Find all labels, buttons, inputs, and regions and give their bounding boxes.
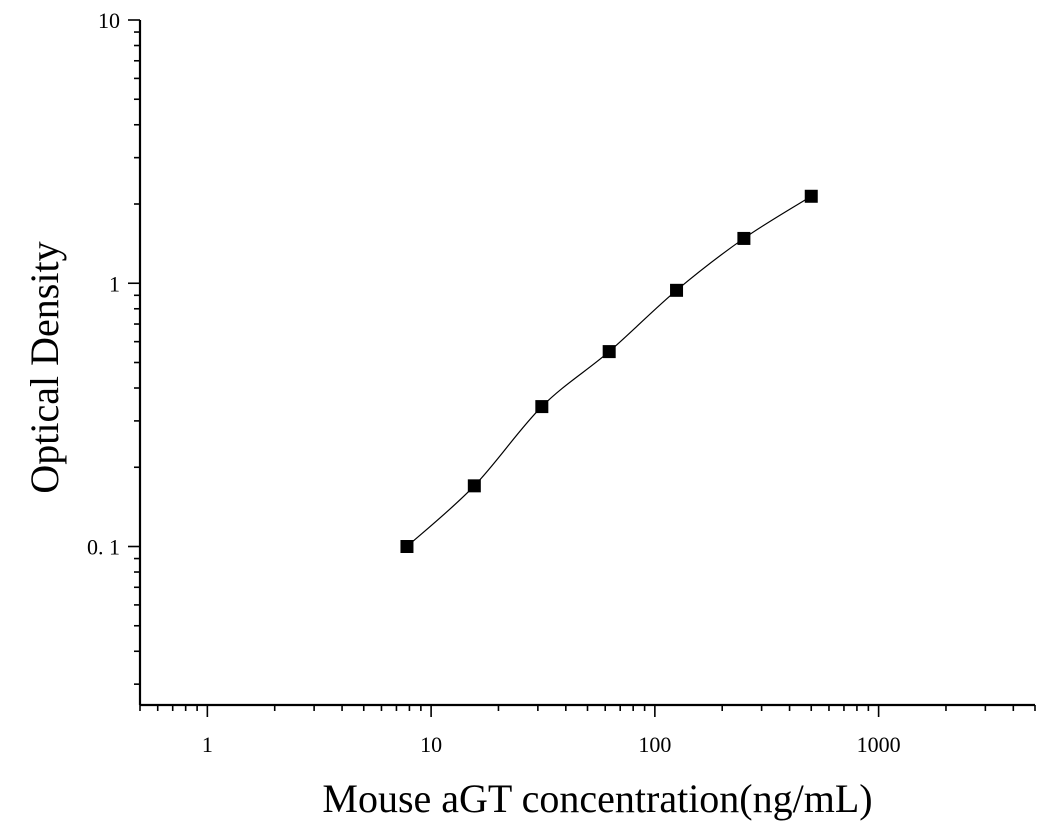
x-tick-label: 10 [420,732,442,757]
x-axis-ticks [139,705,1036,717]
data-point-marker [467,479,481,493]
data-point-marker [737,231,751,245]
data-point-marker [670,283,684,297]
y-axis-tick-labels: 0. 1 1 10 [87,8,120,560]
data-markers [400,189,818,554]
axes [138,20,1035,707]
x-axis-title: Mouse aGT concentration(ng/mL) [322,776,872,821]
y-tick-label: 0. 1 [87,535,120,560]
data-point-marker [804,189,818,203]
y-axis-title: Optical Density [22,241,67,493]
data-point-marker [602,345,616,359]
x-tick-label: 100 [638,732,671,757]
data-point-marker [535,400,549,414]
data-point-marker [400,540,414,554]
x-tick-label: 1000 [857,732,901,757]
x-tick-label: 1 [202,732,213,757]
y-axis-ticks [128,19,140,685]
y-tick-label: 10 [98,8,120,33]
y-tick-label: 1 [109,271,120,296]
fit-curve [406,195,812,547]
x-axis-tick-labels: 1 10 100 1000 [202,732,901,757]
